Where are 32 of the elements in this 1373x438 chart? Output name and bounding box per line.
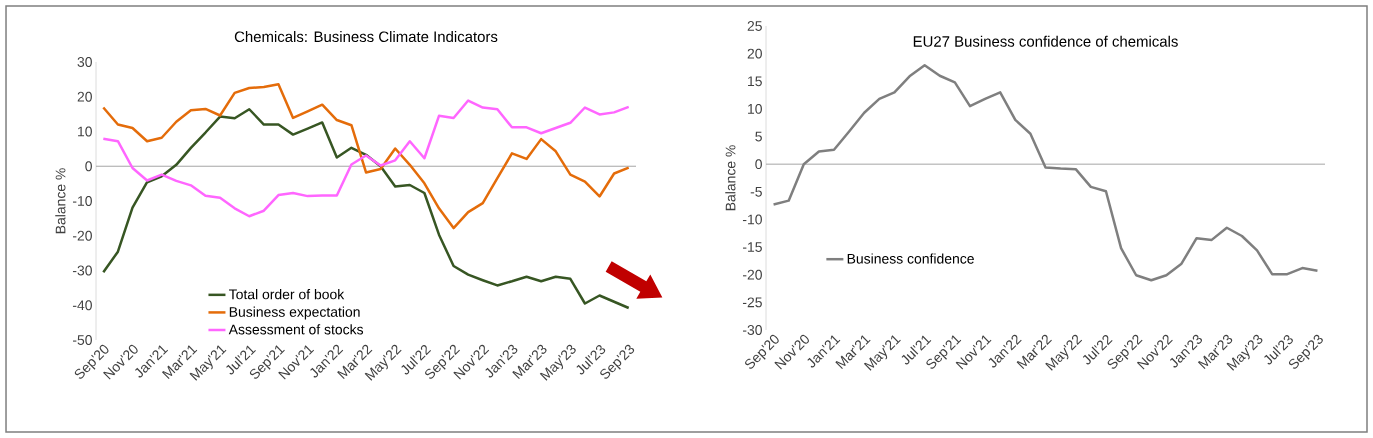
y-tick-label: -5 — [750, 186, 762, 197]
y-tick-label: 20 — [747, 48, 762, 59]
legend-label: Business confidence — [847, 253, 974, 264]
y-tick-label: 15 — [748, 76, 762, 87]
line-series — [102, 99, 630, 218]
y-tick-label: 30 — [77, 57, 92, 67]
y-tick-label: 10 — [748, 103, 762, 114]
y-tick-label: 0 — [85, 161, 92, 172]
y-tick-label: -10 — [742, 214, 762, 225]
y-tick-label: 0 — [755, 159, 762, 170]
y-tick-label: -20 — [72, 230, 92, 241]
y-axis-title: Balance % — [55, 168, 66, 234]
y-axis-title: Balance % — [725, 145, 736, 211]
y-tick-label: 10 — [78, 126, 92, 137]
y-tick-label: -50 — [72, 335, 92, 345]
y-tick-label: 20 — [77, 91, 92, 102]
chart-title: Chemicals: Business Climate Indicators — [234, 31, 498, 43]
line-series — [772, 63, 1319, 282]
y-tick-label: -30 — [72, 265, 92, 276]
legend-label: Business expectation — [229, 306, 360, 320]
y-tick-label: 5 — [755, 131, 762, 142]
legend-label: Total order of book — [229, 289, 345, 300]
line-series — [102, 82, 630, 230]
legend-label: Assessment of stocks — [228, 324, 364, 335]
text: EU27 Business confidence of chemicals — [913, 35, 1178, 47]
y-tick-label: -40 — [72, 300, 92, 311]
y-tick-label: 25 — [747, 21, 762, 31]
y-tick-label: -30 — [742, 325, 762, 335]
y-tick-label: -15 — [742, 242, 762, 252]
y-tick-label: -25 — [742, 297, 762, 308]
y-tick-label: -10 — [72, 196, 92, 206]
y-tick-label: -20 — [742, 269, 762, 280]
